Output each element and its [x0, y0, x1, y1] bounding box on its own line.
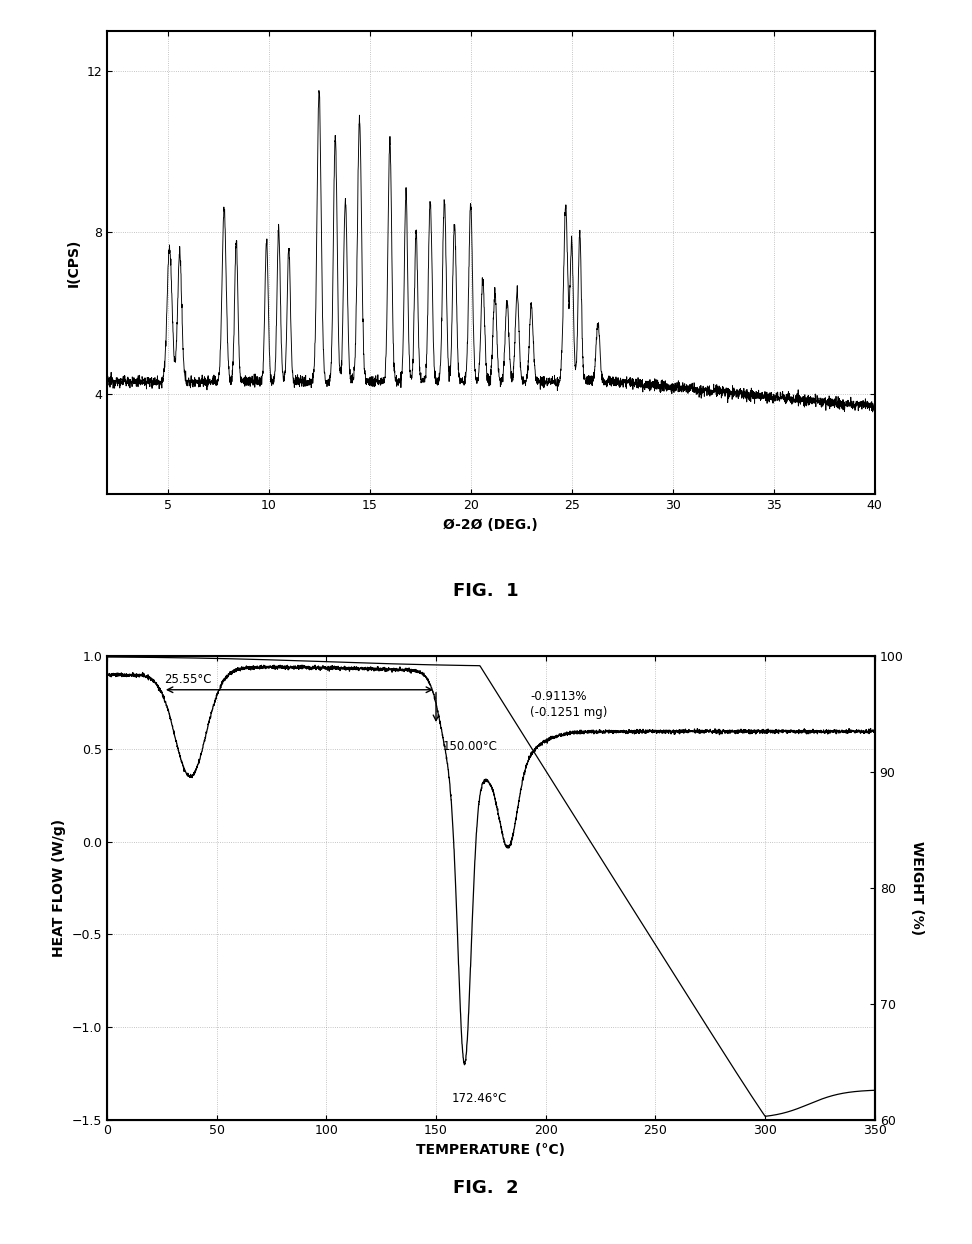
X-axis label: Ø-2Ø (DEG.): Ø-2Ø (DEG.)	[443, 518, 538, 531]
Y-axis label: I(CPS): I(CPS)	[67, 239, 81, 287]
Text: FIG.  2: FIG. 2	[453, 1179, 519, 1197]
X-axis label: TEMPERATURE (°C): TEMPERATURE (°C)	[416, 1143, 566, 1157]
Y-axis label: HEAT FLOW (W/g): HEAT FLOW (W/g)	[52, 819, 66, 957]
Text: -0.9113%
(-0.1251 mg): -0.9113% (-0.1251 mg)	[531, 689, 608, 719]
Text: 25.55°C: 25.55°C	[164, 673, 212, 685]
Text: FIG.  1: FIG. 1	[453, 582, 519, 600]
Text: 172.46°C: 172.46°C	[451, 1092, 506, 1105]
Y-axis label: WEIGHT (%): WEIGHT (%)	[911, 841, 924, 935]
Text: 150.00°C: 150.00°C	[442, 740, 498, 753]
